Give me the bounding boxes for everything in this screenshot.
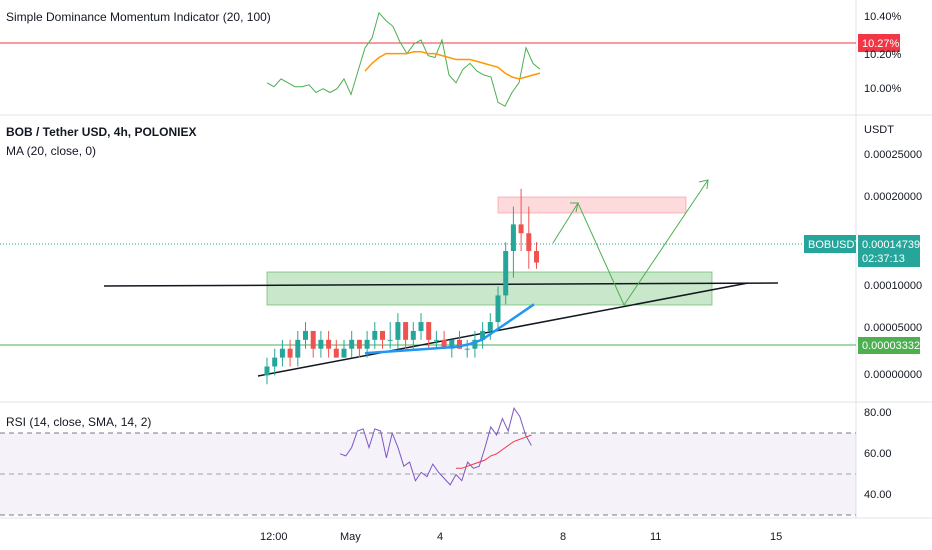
rsi-series-0 — [339, 407, 532, 486]
countdown-text: 02:37:13 — [862, 253, 905, 265]
candle-body — [372, 330, 378, 340]
candle-body — [495, 295, 501, 323]
sdm-level-tag-text: 10.27% — [862, 38, 900, 50]
rsi-series-1 — [456, 434, 532, 469]
symbol-title: BOB / Tether USD, 4h, POLONIEX — [6, 125, 196, 139]
candle-body — [480, 330, 486, 340]
candle-body — [433, 339, 439, 341]
ma-title: MA (20, close, 0) — [6, 144, 96, 158]
candle-body — [264, 366, 270, 376]
candle-body — [472, 339, 478, 349]
candle-body — [287, 348, 293, 358]
price-tick-label: 0.00010000 — [864, 280, 922, 292]
time-tick-label: 8 — [560, 531, 566, 543]
time-tick-label: 11 — [650, 531, 661, 543]
sdm-series-1 — [364, 50, 541, 80]
ma-line — [364, 303, 535, 355]
candle-body — [310, 330, 316, 349]
candle-body — [487, 322, 493, 331]
sdm-title: Simple Dominance Momentum Indicator (20,… — [6, 10, 271, 24]
candle-body — [318, 339, 324, 349]
ascending-trendline — [257, 282, 749, 377]
candle-body — [441, 339, 447, 349]
candle-body — [295, 339, 301, 358]
candle-body — [403, 322, 409, 340]
axis-labels-layer: 10.40% 10.20% 10.00% 0.00025000 0.00020000 0.… — [260, 11, 922, 543]
price-tag-text: 0.00014739 — [862, 239, 920, 251]
candle-body — [457, 339, 462, 349]
sdm-tick-label: 10.40% — [864, 11, 902, 23]
time-tick-label: 15 — [770, 531, 782, 543]
candle-body — [349, 339, 355, 349]
candle-body — [510, 224, 516, 252]
sdm-series-layer — [266, 11, 541, 107]
ma-layer — [364, 303, 535, 355]
candle-body — [503, 251, 509, 296]
currency-label: USDT — [864, 124, 894, 136]
sdm-tick-label: 10.00% — [864, 83, 902, 95]
rsi-tick-label: 60.00 — [864, 448, 892, 460]
candle-body — [518, 224, 524, 234]
candle-body — [395, 322, 401, 340]
time-tick-label: 12:00 — [260, 531, 288, 543]
resistance-zone-rect — [497, 196, 687, 214]
projection-arrowhead-2 — [698, 179, 709, 190]
candle-body — [526, 233, 532, 252]
candle-body — [380, 330, 385, 340]
price-tick-label: 0.00005000 — [864, 322, 922, 334]
candle-body — [279, 348, 285, 358]
candle-body — [387, 339, 393, 341]
price-tick-label: 0.00020000 — [864, 191, 922, 203]
horizontal-trendline — [103, 282, 779, 287]
rsi-series-layer — [339, 407, 532, 486]
price-tick-label: 0.00025000 — [864, 149, 922, 161]
support-tag-text: 0.00003332 — [862, 340, 920, 352]
rsi-title: RSI (14, close, SMA, 14, 2) — [6, 415, 151, 429]
candle-body — [341, 348, 347, 358]
candles-layer — [264, 188, 539, 385]
candle-body — [356, 339, 362, 349]
candle-body — [326, 339, 332, 349]
candle-body — [464, 348, 470, 350]
sdm-level-tag — [858, 34, 900, 52]
rsi-tick-label: 40.00 — [864, 489, 892, 501]
candle-body — [303, 330, 308, 340]
candle-body — [333, 348, 339, 358]
symbol-tag-text: BOBUSDT — [808, 239, 861, 251]
projection-path — [552, 179, 709, 307]
candle-body — [272, 357, 278, 367]
candle-body — [418, 322, 424, 331]
symbol-tag — [804, 235, 856, 253]
candle-body — [534, 251, 539, 263]
candle-body — [449, 339, 455, 349]
price-tag — [858, 235, 920, 267]
projection-arrowhead-1 — [570, 202, 579, 213]
time-tick-label: May — [340, 531, 361, 543]
rsi-tick-label: 80.00 — [864, 407, 892, 419]
candle-body — [364, 339, 370, 349]
sdm-series-0 — [266, 11, 541, 107]
price-tick-label: 0.00000000 — [864, 369, 922, 381]
candle-body — [410, 330, 416, 340]
support-tag — [858, 337, 920, 354]
candle-body — [426, 322, 432, 340]
support-zone-rect — [266, 271, 713, 306]
time-tick-label: 4 — [437, 531, 443, 543]
sdm-tick-label: 10.20% — [864, 49, 902, 61]
